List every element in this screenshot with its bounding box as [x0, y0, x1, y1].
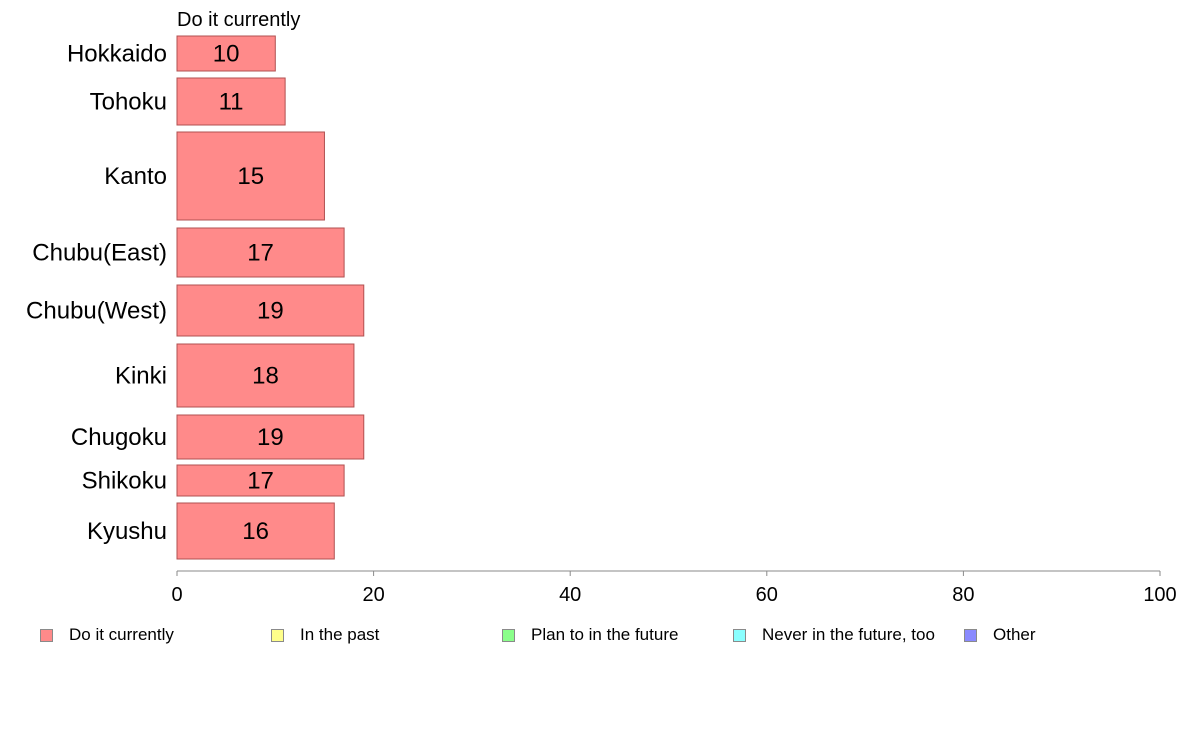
bar-kanto	[176, 131, 325, 221]
bar-value-label: 10	[213, 41, 240, 68]
legend-label: Other	[993, 625, 1036, 644]
bar-value-label: 11	[219, 89, 244, 116]
x-axis: 0 20 40 60 80 100	[171, 570, 1177, 606]
x-tick-label: 100	[1143, 584, 1176, 606]
category-label: Hokkaido	[67, 41, 167, 68]
bar-kyushu	[176, 502, 335, 560]
legend-item-do-it-currently: Do it currently	[40, 624, 174, 646]
legend: Do it currently In the past Plan to in t…	[40, 624, 1160, 646]
bar-value-label: 16	[242, 518, 269, 545]
legend-swatch	[40, 628, 53, 642]
category-label: Chugoku	[71, 424, 167, 451]
bar-chugoku	[176, 414, 365, 460]
bar-chart: Do it currently 10 Hokkaido 11 Tohoku 15 Kant…	[26, 9, 1177, 606]
bar-value-label: 19	[257, 298, 284, 325]
legend-label: Never in the future, too	[762, 625, 935, 644]
bar-chubu-east	[176, 227, 345, 278]
bar-tohoku	[176, 77, 286, 126]
x-tick-label: 80	[952, 584, 974, 606]
legend-item-never-in-the-future: Never in the future, too	[733, 624, 935, 646]
legend-label: Do it currently	[69, 625, 174, 644]
category-label: Kanto	[104, 163, 167, 190]
bar-value-label: 18	[252, 363, 279, 390]
x-tick-label: 60	[756, 584, 778, 606]
legend-label: In the past	[300, 625, 380, 644]
x-tick-label: 40	[559, 584, 581, 606]
bar-shikoku	[176, 464, 345, 497]
legend-item-in-the-past: In the past	[271, 624, 379, 646]
bar-hokkaido	[176, 35, 276, 72]
category-label: Chubu(West)	[26, 298, 167, 325]
series-title: Do it currently	[177, 9, 300, 31]
bar-kinki	[176, 343, 355, 408]
bar-value-label: 19	[257, 424, 284, 451]
legend-swatch	[964, 628, 977, 642]
bars-group: 10 Hokkaido 11 Tohoku 15 Kanto 17 Chubu(East) 19…	[26, 35, 365, 560]
legend-label: Plan to in the future	[531, 625, 679, 644]
category-label: Chubu(East)	[32, 240, 167, 267]
bar-value-label: 17	[247, 240, 274, 267]
category-label: Kinki	[115, 363, 167, 390]
x-tick-label: 0	[171, 584, 182, 606]
legend-swatch	[271, 628, 284, 642]
category-label: Tohoku	[90, 89, 167, 116]
category-label: Shikoku	[82, 468, 167, 495]
bar-value-label: 17	[247, 468, 274, 495]
bar-chubu-west	[176, 284, 365, 337]
legend-item-other: Other	[964, 624, 1036, 646]
category-label: Kyushu	[87, 518, 167, 545]
bar-value-label: 15	[237, 163, 264, 190]
legend-item-plan-to-in-the-future: Plan to in the future	[502, 624, 678, 646]
legend-swatch	[502, 628, 515, 642]
legend-swatch	[733, 628, 746, 642]
x-tick-label: 20	[362, 584, 384, 606]
